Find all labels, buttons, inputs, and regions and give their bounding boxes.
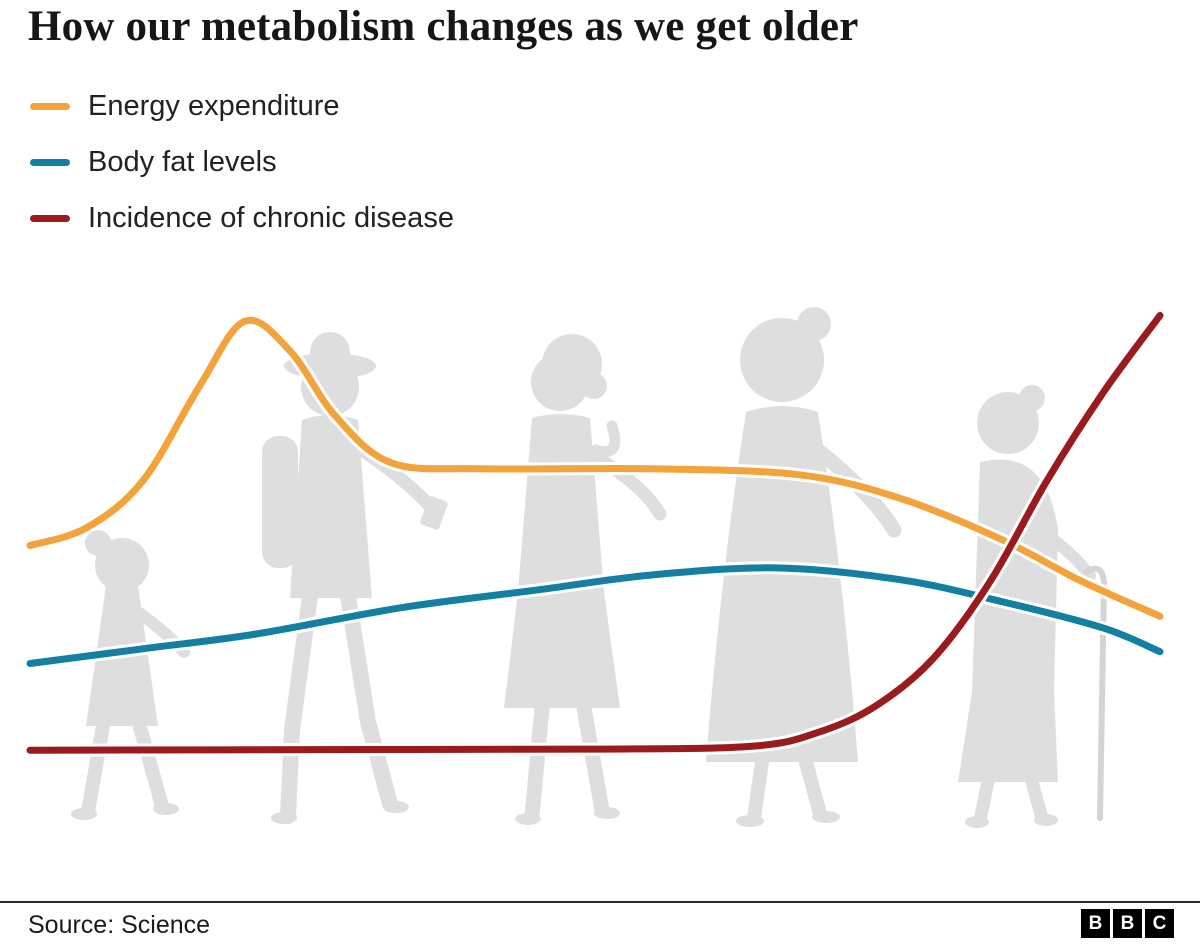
legend-item-energy-expenditure: Energy expenditure xyxy=(30,86,454,126)
energy-expenditure-swatch-icon xyxy=(30,102,70,110)
bbc-logo-letter: B xyxy=(1113,909,1142,938)
legend-label-body-fat: Body fat levels xyxy=(88,145,277,178)
bbc-logo: B B C xyxy=(1081,909,1174,938)
metabolism-chart xyxy=(23,307,1167,828)
legend-item-body-fat: Body fat levels xyxy=(30,142,454,182)
incidence-of-chronic-disease-line xyxy=(26,311,1164,754)
cane-icon xyxy=(1083,565,1108,821)
legend-label-energy-expenditure: Energy expenditure xyxy=(88,89,340,122)
body-fat-swatch-icon xyxy=(30,158,70,166)
silhouette-elderly-woman-icon xyxy=(958,385,1108,828)
silhouette-adult-woman-icon xyxy=(504,334,667,825)
chart-curves xyxy=(23,308,1167,757)
chronic-disease-swatch-icon xyxy=(30,214,70,222)
bbc-logo-letter: B xyxy=(1081,909,1110,938)
footer-divider xyxy=(0,901,1200,903)
page-title: How our metabolism changes as we get old… xyxy=(28,3,859,50)
silhouette-middle-aged-woman-icon xyxy=(706,307,902,827)
silhouette-child-icon xyxy=(71,530,190,820)
body-fat-levels-line xyxy=(26,564,1164,667)
energy-expenditure-line xyxy=(26,316,1164,620)
legend-label-chronic-disease: Incidence of chronic disease xyxy=(88,201,454,234)
legend: Energy expenditure Body fat levels Incid… xyxy=(30,86,454,238)
source-text: Source: Science xyxy=(28,911,211,939)
legend-item-chronic-disease: Incidence of chronic disease xyxy=(30,198,454,238)
bbc-logo-letter: C xyxy=(1145,909,1174,938)
